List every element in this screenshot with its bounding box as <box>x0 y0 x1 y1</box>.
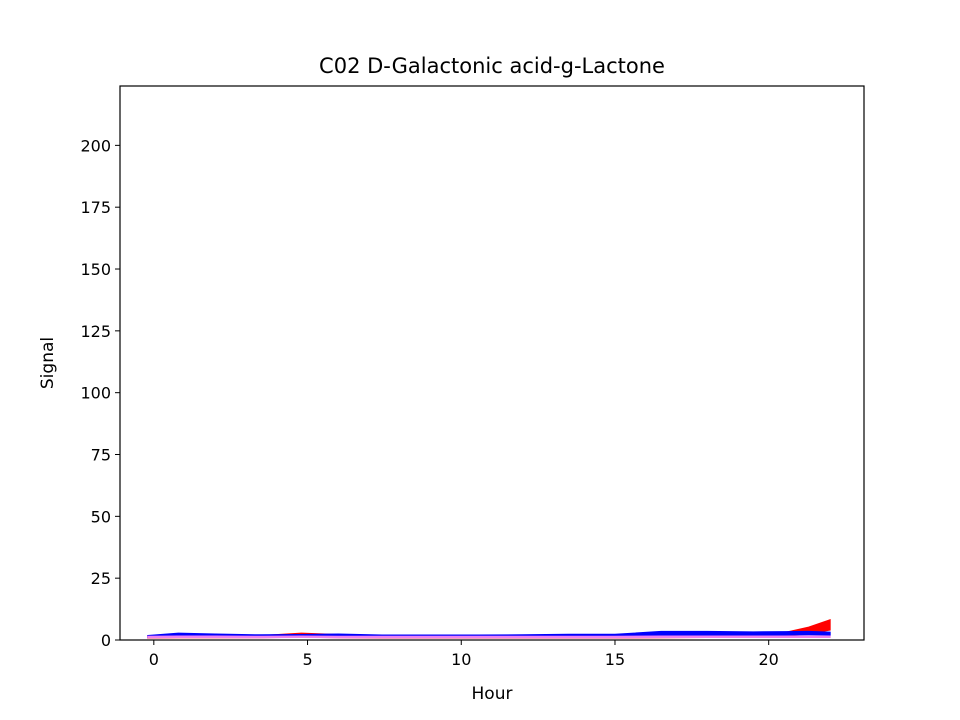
x-tick-label: 15 <box>605 650 625 669</box>
y-tick-label: 0 <box>101 631 111 650</box>
x-tick-label: 20 <box>759 650 779 669</box>
x-axis: 0 5 10 15 20 <box>149 640 779 669</box>
y-axis: 0 25 50 75 100 125 150 175 200 <box>80 136 120 650</box>
plot-area <box>147 619 831 639</box>
plot-frame <box>119 85 865 641</box>
y-axis-label: Signal <box>38 337 58 389</box>
y-tick-label: 200 <box>80 136 111 155</box>
x-tick-label: 5 <box>302 650 312 669</box>
y-tick-label: 50 <box>91 507 111 526</box>
y-tick-label: 150 <box>80 260 111 279</box>
y-tick-label: 100 <box>80 384 111 403</box>
series-band-3 <box>147 635 831 639</box>
y-tick-label: 125 <box>80 322 111 341</box>
y-tick-label: 175 <box>80 198 111 217</box>
x-tick-label: 0 <box>149 650 159 669</box>
x-tick-label: 10 <box>451 650 471 669</box>
x-axis-label: Hour <box>472 684 513 704</box>
y-tick-label: 75 <box>91 446 111 465</box>
chart-title: C02 D-Galactonic acid-g-Lactone <box>319 54 665 78</box>
y-tick-label: 25 <box>91 569 111 588</box>
